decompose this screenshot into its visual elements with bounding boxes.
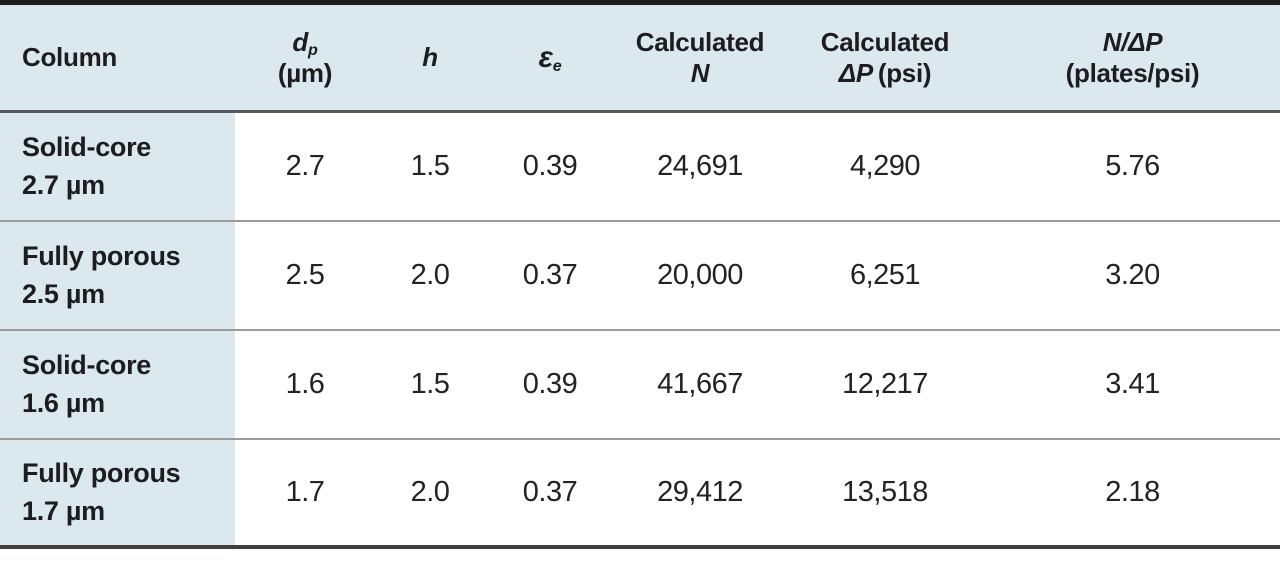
cell-calculated-n: 20,000 (657, 259, 743, 291)
row-label-line1: Fully porous (22, 240, 181, 271)
header-cell-h: h (375, 5, 485, 110)
dp-symbol: dp (292, 26, 318, 60)
cell-calculated-delta-p: 12,217 (842, 368, 928, 400)
cell-epsilon: 0.37 (522, 259, 578, 291)
row-label-line2: 1.7 µm (22, 495, 105, 526)
header-cell-epsilon: εe (485, 5, 615, 110)
cell-epsilon: 0.37 (522, 476, 578, 508)
table-row: Solid-core 2.7 µm 2.7 1.5 0.39 24,691 4,… (0, 113, 1280, 222)
cell-column-label: Solid-core 1.6 µm (0, 331, 235, 438)
n-per-dp-line2: (plates/psi) (1065, 57, 1200, 88)
cell-dp: 1.6 (285, 368, 325, 400)
cell-column-label: Fully porous 2.5 µm (0, 222, 235, 329)
row-label-line2: 2.7 µm (22, 169, 105, 200)
row-label-line1: Solid-core (22, 131, 152, 162)
table-row: Fully porous 1.7 µm 1.7 2.0 0.37 29,412 … (0, 440, 1280, 549)
cell-h: 1.5 (410, 368, 450, 400)
cell-calculated-n: 41,667 (657, 368, 743, 400)
header-cell-n-per-dp: N/ΔP (plates/psi) (985, 5, 1280, 110)
cell-epsilon: 0.39 (522, 150, 578, 182)
cell-calculated-n: 24,691 (657, 150, 743, 182)
epsilon-symbol: εe (538, 40, 562, 76)
calc-n-line1: Calculated (635, 26, 765, 57)
header-cell-dp: dp (µm) (235, 5, 375, 110)
cell-dp: 2.5 (285, 259, 325, 291)
cell-calculated-delta-p: 13,518 (842, 476, 928, 508)
cell-dp: 2.7 (285, 150, 325, 182)
calc-dp-line1: Calculated (820, 26, 950, 57)
h-symbol: h (422, 42, 438, 73)
cell-h: 2.0 (410, 476, 450, 508)
cell-calculated-delta-p: 6,251 (849, 259, 921, 291)
calc-dp-line2: ΔP (psi) (838, 57, 932, 88)
row-label-line1: Solid-core (22, 349, 152, 380)
cell-dp: 1.7 (285, 476, 325, 508)
table-row: Solid-core 1.6 µm 1.6 1.5 0.39 41,667 12… (0, 331, 1280, 440)
cell-calculated-delta-p: 4,290 (849, 150, 921, 182)
header-column-label: Column (22, 42, 117, 73)
header-cell-calc-dp: Calculated ΔP (psi) (785, 5, 985, 110)
cell-n-per-delta-p: 3.20 (1105, 259, 1160, 291)
row-label-line2: 2.5 µm (22, 278, 105, 309)
row-label-line2: 1.6 µm (22, 387, 105, 418)
cell-column-label: Fully porous 1.7 µm (0, 440, 235, 545)
cell-column-label: Solid-core 2.7 µm (0, 113, 235, 220)
cell-n-per-delta-p: 2.18 (1105, 476, 1160, 508)
table-header-row: Column dp (µm) h εe Calculated N (0, 5, 1280, 113)
table-row: Fully porous 2.5 µm 2.5 2.0 0.37 20,000 … (0, 222, 1280, 331)
data-table: Column dp (µm) h εe Calculated N (0, 0, 1280, 549)
calc-n-line2: N (690, 57, 710, 88)
header-cell-column: Column (0, 5, 235, 110)
cell-calculated-n: 29,412 (657, 476, 743, 508)
header-cell-calc-n: Calculated N (615, 5, 785, 110)
cell-h: 1.5 (410, 150, 450, 182)
cell-n-per-delta-p: 3.41 (1105, 368, 1160, 400)
dp-unit: (µm) (277, 57, 333, 88)
n-per-dp-line1: N/ΔP (1102, 26, 1163, 57)
row-label-line1: Fully porous (22, 457, 181, 488)
cell-h: 2.0 (410, 259, 450, 291)
cell-epsilon: 0.39 (522, 368, 578, 400)
cell-n-per-delta-p: 5.76 (1105, 150, 1160, 182)
